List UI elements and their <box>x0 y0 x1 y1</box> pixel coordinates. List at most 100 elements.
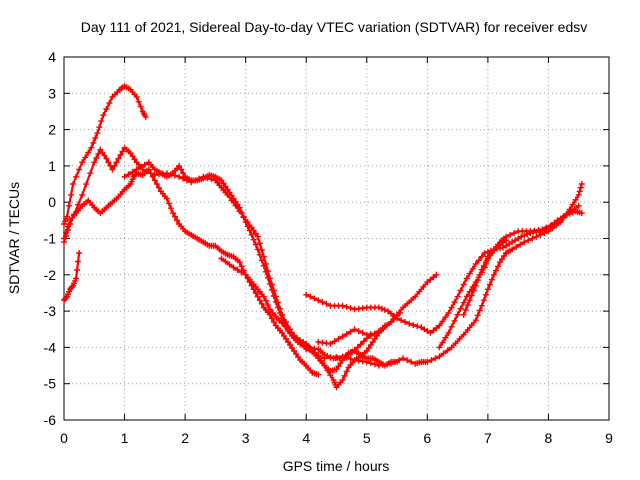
data-point <box>509 246 516 253</box>
data-point <box>436 344 443 351</box>
data-point <box>145 166 152 173</box>
data-point-interp <box>106 100 113 106</box>
data-point <box>121 173 128 180</box>
data-point-interp <box>439 339 446 346</box>
data-point <box>266 280 273 287</box>
series-line <box>62 84 147 226</box>
data-point-interp <box>125 171 132 178</box>
data-point-interp <box>476 307 483 314</box>
data-point-interp <box>256 251 263 258</box>
data-point <box>436 322 443 329</box>
data-point-interp <box>95 150 102 157</box>
data-point-interp <box>439 318 446 325</box>
data-point <box>412 293 419 300</box>
x-tick-label: 1 <box>121 430 129 446</box>
data-point-interp <box>74 267 81 273</box>
data-point-interp <box>141 161 148 168</box>
data-point-interp <box>360 338 367 345</box>
data-point <box>388 319 394 325</box>
data-point-interp <box>392 314 398 321</box>
data-point-interp <box>117 152 124 158</box>
data-point-interp <box>85 149 92 156</box>
data-point-interp <box>513 244 520 250</box>
data-point <box>64 213 70 220</box>
data-point-interp <box>323 300 330 307</box>
data-point <box>79 159 86 166</box>
data-point-interp <box>69 283 76 290</box>
data-point-interp <box>315 352 322 359</box>
data-point <box>248 282 255 289</box>
data-point <box>242 271 249 278</box>
data-point-interp <box>252 290 259 296</box>
data-point-interp <box>464 326 471 333</box>
data-point-interp <box>493 267 499 274</box>
data-point <box>466 297 473 304</box>
data-point-interp <box>270 319 277 325</box>
data-point-interp <box>277 309 283 316</box>
data-point-interp <box>470 287 477 294</box>
y-tick-label: -3 <box>44 303 57 319</box>
data-point-interp <box>178 166 185 173</box>
data-point-interp <box>576 188 583 195</box>
y-tick-label: 2 <box>48 122 56 138</box>
data-point <box>303 291 310 298</box>
data-point-interp <box>96 124 103 131</box>
data-point <box>260 262 267 269</box>
y-tick-labels: -6 -5 -4 -3 -2 -1 0 1 2 3 4 <box>44 49 57 428</box>
y-tick-label: -4 <box>44 339 57 355</box>
data-point-interp <box>537 231 544 238</box>
data-point-interp <box>256 297 263 304</box>
data-point-interp <box>404 357 411 364</box>
data-point-interp <box>327 354 334 361</box>
data-point-interp <box>246 279 253 286</box>
data-point <box>133 166 140 173</box>
y-tick-label: -2 <box>44 267 57 283</box>
data-point-interp <box>63 294 69 301</box>
data-point-interp <box>307 293 314 300</box>
data-point-interp <box>234 267 241 273</box>
series-line <box>62 251 81 302</box>
data-point <box>254 233 261 240</box>
data-point <box>103 155 110 162</box>
data-point-interp <box>75 258 82 265</box>
data-point <box>291 348 298 354</box>
series-arc-h <box>303 181 585 369</box>
data-point <box>481 250 488 256</box>
data-point <box>484 286 491 293</box>
data-point-interp <box>92 135 99 142</box>
data-point-interp <box>270 293 277 299</box>
data-point-interp <box>482 291 489 298</box>
data-point-interp <box>529 235 536 242</box>
data-point <box>472 317 479 324</box>
data-point-interp <box>75 201 82 208</box>
data-point-interp <box>73 173 80 180</box>
data-point-interp <box>440 350 447 357</box>
x-tick-label: 8 <box>545 430 553 446</box>
data-point-interp <box>396 357 403 364</box>
x-axis-label: GPS time / hours <box>283 458 390 474</box>
data-point-interp <box>347 328 354 335</box>
data-point-interp <box>105 159 112 166</box>
data-point-interp <box>137 164 144 171</box>
data-point-interp <box>222 258 229 265</box>
data-point-interp <box>343 368 350 375</box>
data-point-interp <box>172 213 178 220</box>
data-series <box>61 83 585 391</box>
y-tick-label: 1 <box>48 158 56 174</box>
data-point-interp <box>571 205 578 212</box>
x-tick-label: 6 <box>423 430 431 446</box>
data-point-interp <box>76 166 83 173</box>
data-point-interp <box>480 297 487 304</box>
data-point-interp <box>93 155 100 161</box>
data-point <box>170 210 176 217</box>
data-point-interp <box>319 299 326 305</box>
series-line <box>462 204 580 316</box>
data-point-interp <box>244 275 251 282</box>
data-point-interp <box>460 299 467 306</box>
data-point <box>100 112 107 119</box>
data-point <box>454 293 461 300</box>
data-point-interp <box>396 309 403 316</box>
data-point <box>472 260 479 267</box>
data-point-interp <box>262 268 269 275</box>
data-point <box>363 358 370 365</box>
